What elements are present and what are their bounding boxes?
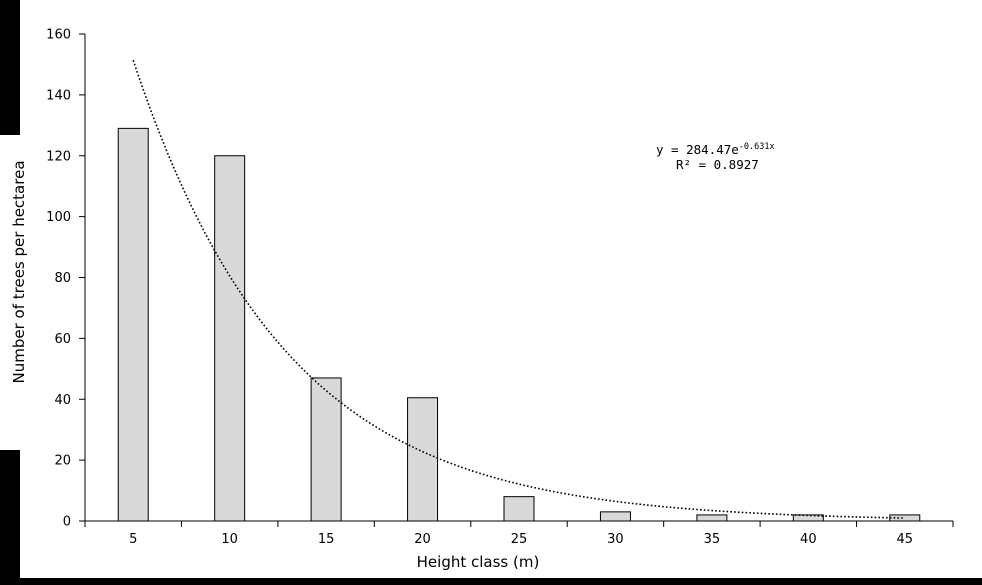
bar (599, 511, 631, 522)
x-axis-ticks: 5 10 15 20 25 30 35 40 45 (84, 521, 954, 547)
x-tick-label: 35 (704, 532, 721, 547)
x-tick-label: 15 (318, 532, 335, 547)
y-tick-label: 20 (54, 454, 71, 469)
bar (117, 127, 149, 522)
x-tick-label: 40 (800, 532, 817, 547)
x-axis-title: Height class (m) (417, 553, 540, 571)
y-axis-title: Number of trees per hectarea (10, 160, 28, 383)
bar (407, 397, 439, 522)
bar (214, 155, 246, 522)
y-tick-label: 100 (46, 210, 71, 225)
y-tick-label: 60 (54, 332, 71, 347)
y-tick-label: 140 (46, 88, 71, 103)
bar (310, 377, 342, 522)
y-tick-label: 160 (46, 28, 71, 43)
x-tick-label: 25 (511, 532, 528, 547)
equation-prefix: y = 284.47e (656, 142, 739, 157)
x-tick-label: 5 (129, 532, 137, 547)
bars (117, 127, 921, 522)
bar (503, 496, 535, 522)
x-tick-label: 45 (897, 532, 914, 547)
r-squared-label: R² = 0.8927 (676, 157, 759, 172)
x-tick-label: 20 (414, 532, 431, 547)
x-tick-label: 30 (607, 532, 624, 547)
equation-exponent: -0.631x (739, 142, 775, 152)
svg-text:y = 284.47e-0.631x: y = 284.47e-0.631x (656, 142, 775, 157)
y-tick-label: 120 (46, 149, 71, 164)
bar (696, 514, 728, 522)
y-tick-label: 40 (54, 393, 71, 408)
trendline-equation: y = 284.47e-0.631x R² = 0.8927 (656, 142, 775, 172)
y-tick-label: 0 (63, 515, 71, 530)
y-axis-ticks: 0 20 40 60 80 100 120 140 160 (46, 28, 85, 530)
exponential-trendline (132, 60, 905, 519)
x-tick-label: 10 (221, 532, 238, 547)
y-tick-label: 80 (54, 271, 71, 286)
